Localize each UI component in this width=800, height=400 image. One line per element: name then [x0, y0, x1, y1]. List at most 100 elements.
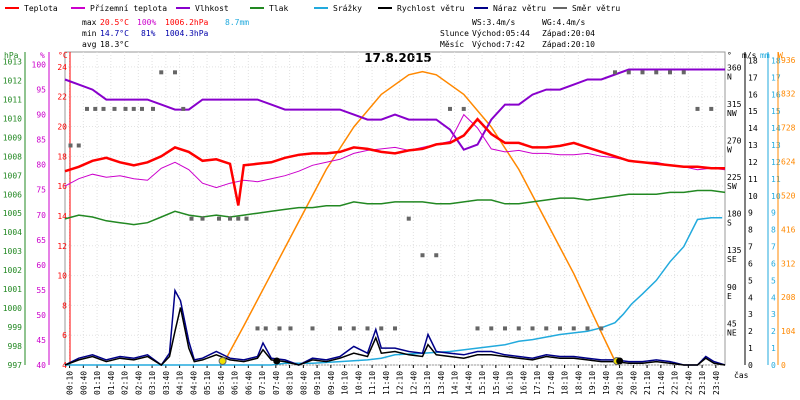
- temperature-tick-label: 18: [57, 152, 67, 161]
- stat-avg-temp: 18.3°C: [100, 40, 129, 49]
- x-tick-label: 17:40: [547, 371, 556, 395]
- solar-axis-label: W: [778, 51, 783, 60]
- direction-tick-deg: 270: [727, 136, 742, 145]
- rain-tick-label: 18: [771, 56, 781, 65]
- x-tick-label: 14:40: [464, 371, 473, 395]
- stat-ws: WS:3.4m/s: [472, 18, 516, 27]
- rain-tick-label: 0: [771, 361, 776, 370]
- wind-direction-point: [68, 143, 73, 148]
- stat-max-temp: 20.5°C: [100, 18, 129, 27]
- wind-direction-point: [76, 143, 81, 148]
- direction-tick-deg: 225: [727, 173, 742, 182]
- wind-direction-point: [516, 326, 521, 331]
- series-line: [65, 217, 723, 366]
- x-tick-label: 02:10: [121, 371, 130, 395]
- x-tick-label: 03:10: [148, 371, 157, 395]
- x-tick-label: 15:10: [478, 371, 487, 395]
- wind-direction-point: [236, 216, 241, 221]
- rain-tick-label: 5: [771, 276, 776, 285]
- pressure-tick-label: 999: [8, 323, 23, 332]
- x-tick-label: 03:40: [162, 371, 171, 395]
- solar-tick-label: 832: [781, 90, 796, 99]
- wind-direction-point: [503, 326, 507, 331]
- direction-tick-dir: SE: [727, 255, 737, 264]
- rain-tick-label: 6: [771, 259, 776, 268]
- sunset: Západ:20:04: [542, 29, 595, 38]
- solar-tick-label: 520: [781, 191, 796, 200]
- pressure-axis-label: hPa: [4, 51, 19, 60]
- legend-label: Rychlost větru: [397, 4, 465, 13]
- wind-direction-point: [695, 106, 700, 111]
- wind-direction-point: [613, 70, 617, 75]
- x-tick-label: 18:40: [574, 371, 583, 395]
- series-line: [64, 189, 726, 226]
- x-tick-label: 11:10: [368, 371, 377, 395]
- humidity-tick-label: 80: [36, 161, 46, 170]
- x-tick-label: 05:40: [217, 371, 226, 395]
- wind-direction-point: [448, 106, 452, 111]
- x-tick-label: 06:40: [244, 371, 253, 395]
- x-tick-label: 21:40: [657, 371, 666, 395]
- grid: [64, 51, 726, 366]
- wind-direction-point: [277, 326, 282, 331]
- solar-tick-label: 312: [781, 259, 796, 268]
- solar-tick-label: 936: [781, 56, 796, 65]
- wind-direction-point: [640, 70, 645, 75]
- x-tick-label: 04:40: [189, 371, 198, 395]
- wind-tick-label: 11: [748, 175, 758, 184]
- x-tick-label: 20:10: [616, 371, 625, 395]
- temperature-tick-label: 14: [57, 212, 67, 221]
- legend-label: Teplota: [24, 4, 58, 13]
- temperature-tick-label: 20: [57, 123, 67, 132]
- x-tick-label: 12:10: [396, 371, 405, 395]
- x-tick-label: 19:40: [602, 371, 611, 395]
- wind-tick-label: 1: [748, 344, 753, 353]
- wind-direction-point: [434, 253, 439, 258]
- series-line: [64, 68, 725, 151]
- wind-direction-point: [365, 326, 370, 331]
- stat-max-press: 1006.2hPa: [165, 18, 209, 27]
- direction-axis-label: °: [727, 51, 732, 60]
- x-tick-label: 22:40: [684, 371, 693, 395]
- wind-tick-label: 3: [748, 310, 753, 319]
- x-tick-label: 12:40: [409, 371, 418, 395]
- moonrise-marker: [273, 357, 281, 365]
- temperature-tick-label: 6: [62, 331, 67, 340]
- legend-label: Přízemní teplota: [90, 4, 167, 13]
- legend: Teplota Přízemní teplota Vlhkost Tlak Srážky…: [5, 4, 620, 13]
- direction-tick-dir: W: [727, 145, 732, 154]
- wind-direction-point: [599, 326, 604, 331]
- wind-tick-label: 13: [748, 141, 758, 150]
- wind-direction-point: [85, 106, 89, 111]
- direction-tick-deg: 90: [727, 283, 737, 292]
- rain-tick-label: 8: [771, 226, 776, 235]
- wind-tick-label: 9: [748, 209, 753, 218]
- humidity-tick-label: 50: [36, 311, 46, 320]
- direction-tick-deg: 45: [727, 319, 737, 328]
- moonset-marker: [616, 357, 624, 365]
- solar-tick-label: 104: [781, 327, 796, 336]
- series-line: [221, 70, 618, 366]
- series-line: [64, 288, 726, 367]
- wind-tick-label: 10: [748, 192, 758, 201]
- wind-tick-label: 8: [748, 226, 753, 235]
- x-tick-label: 16:10: [506, 371, 515, 395]
- pressure-tick-label: 1000: [3, 304, 22, 313]
- x-tick-label: 01:10: [93, 371, 102, 395]
- wind-tick-label: 15: [748, 107, 758, 116]
- wind-direction-point: [544, 326, 549, 331]
- sun-label: Slunce: [440, 29, 469, 38]
- wind-direction-point: [288, 326, 293, 331]
- pressure-tick-label: 1010: [3, 114, 22, 123]
- wind-direction-point: [681, 70, 686, 75]
- pressure-tick-label: 1013: [3, 57, 22, 66]
- wind-tick-label: 14: [748, 124, 758, 133]
- direction-tick-deg: 315: [727, 100, 742, 109]
- wind-direction-point: [461, 106, 466, 111]
- direction-tick-deg: 135: [727, 246, 742, 255]
- humidity-axis-label: %: [40, 51, 45, 60]
- x-tick-label: 23:40: [712, 371, 721, 395]
- wind-direction-point: [228, 216, 232, 221]
- wind-direction-point: [585, 326, 590, 331]
- pressure-tick-label: 1009: [3, 133, 22, 142]
